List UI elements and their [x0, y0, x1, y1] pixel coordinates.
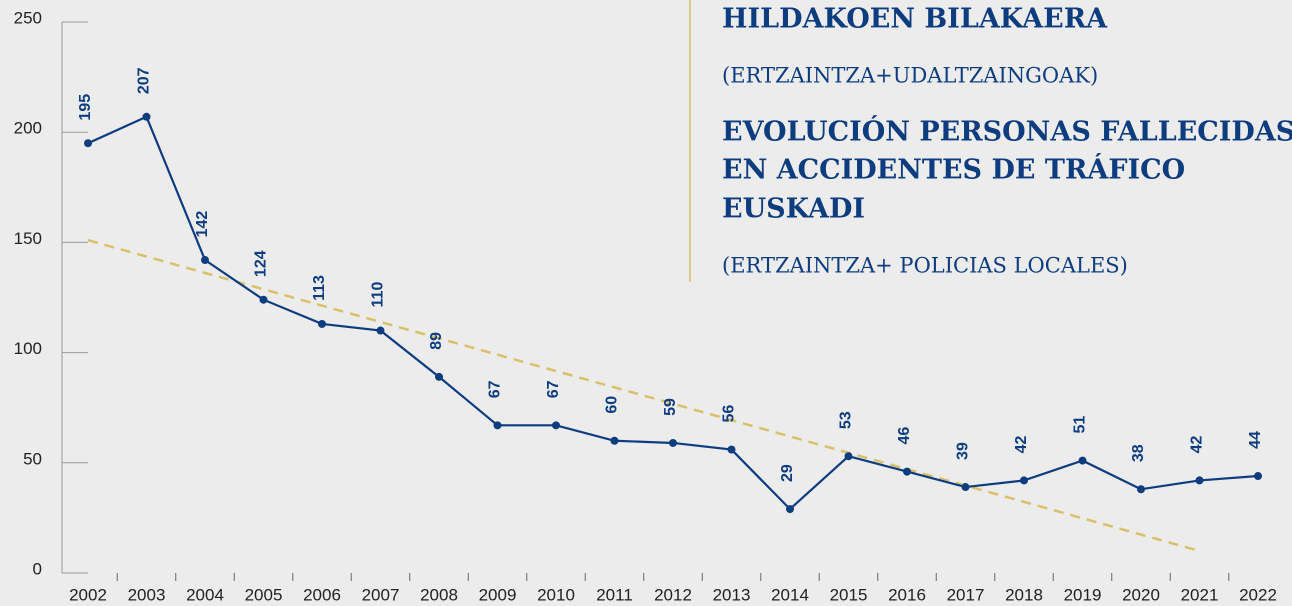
point: [961, 483, 970, 492]
point: [435, 372, 443, 381]
point: [610, 436, 619, 445]
title-line: (ERTZAINTZA+UDALTZAINGOAK): [722, 64, 1098, 88]
y-tick-label: 150: [14, 229, 42, 248]
point: [318, 319, 326, 328]
y-tick-label: 200: [14, 119, 42, 138]
trendline: [87, 238, 1200, 553]
point: [142, 112, 151, 121]
point: [493, 421, 502, 430]
data-label: 207: [136, 67, 153, 94]
data-label: 67: [487, 380, 504, 398]
point: [201, 256, 209, 265]
data-label: 142: [194, 211, 211, 238]
y-tick-label: 250: [14, 8, 42, 27]
point: [1078, 456, 1087, 465]
x-tick-label: 2004: [186, 585, 224, 604]
point: [1020, 476, 1028, 485]
data-label: 56: [721, 405, 738, 423]
x-tick-label: 2011: [596, 585, 633, 604]
x-tick-label: 2013: [713, 585, 751, 604]
y-tick-label: 100: [14, 339, 42, 358]
data-label: 110: [370, 282, 387, 308]
title-line: EN ACCIDENTES DE TRÁFICO: [722, 153, 1185, 186]
data-label: 53: [838, 411, 855, 429]
data-label: 39: [955, 442, 972, 460]
x-tick-label: 2010: [537, 585, 575, 604]
x-tick-label: 2003: [128, 585, 166, 604]
point: [727, 445, 736, 454]
data-label: 60: [604, 396, 621, 414]
data-label: 42: [1189, 435, 1206, 453]
data-label: 113: [311, 275, 328, 301]
x-tick-label: 2019: [1064, 585, 1102, 604]
point: [1254, 472, 1262, 481]
data-label: 59: [662, 398, 679, 416]
title-line: EVOLUCIÓN PERSONAS FALLECIDAS: [722, 114, 1292, 148]
data-label: 89: [428, 332, 445, 350]
x-tick-label: 2016: [888, 585, 926, 604]
data-label: 195: [77, 94, 94, 121]
data-label: 46: [896, 427, 913, 445]
point: [376, 326, 385, 335]
x-tick-label: 2012: [654, 585, 692, 604]
x-tick-label: 2015: [830, 585, 868, 604]
title-line: EUSKADI: [722, 194, 865, 225]
data-label: 42: [1013, 435, 1030, 453]
x-tick-label: 2022: [1239, 585, 1277, 604]
x-tick-label: 2005: [245, 585, 283, 604]
point: [84, 139, 92, 148]
point: [844, 452, 853, 461]
x-tick-label: 2007: [362, 585, 400, 604]
data-label: 44: [1247, 431, 1264, 449]
data-label: 51: [1072, 416, 1089, 434]
x-tick-label: 2009: [479, 585, 517, 604]
data-label: 67: [545, 380, 562, 398]
x-tick-label: 2020: [1122, 585, 1160, 604]
point: [786, 505, 794, 514]
x-tick-label: 2014: [771, 585, 809, 604]
point: [259, 295, 268, 304]
y-tick-label: 0: [33, 559, 42, 578]
data-label: 38: [1130, 444, 1147, 462]
data-label: 124: [253, 250, 270, 277]
x-tick-label: 2021: [1181, 585, 1219, 604]
point: [903, 467, 911, 476]
x-tick-label: 2017: [947, 585, 985, 604]
point: [669, 438, 677, 447]
y-tick-label: 50: [23, 449, 42, 468]
title-line: HILDAKOEN BILAKAERA: [722, 4, 1108, 35]
point: [552, 421, 560, 430]
x-tick-label: 2008: [420, 585, 458, 604]
point: [1195, 476, 1204, 485]
point: [1137, 485, 1145, 494]
x-tick-label: 2006: [303, 585, 341, 604]
x-tick-label: 2002: [69, 585, 107, 604]
x-tick-label: 2018: [1005, 585, 1043, 604]
data-label: 29: [779, 464, 796, 482]
title-line: (ERTZAINTZA+ POLICIAS LOCALES): [722, 254, 1128, 278]
